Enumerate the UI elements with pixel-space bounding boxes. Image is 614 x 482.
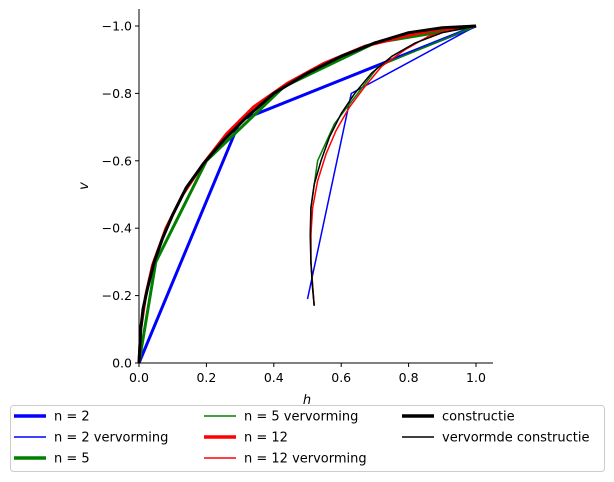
- y-tick-label: −0.2: [102, 288, 132, 303]
- x-tick-label: 0.8: [399, 370, 419, 385]
- legend-item-constructie: constructie: [402, 410, 515, 425]
- legend-label: n = 5 vervorming: [244, 410, 358, 425]
- legend-label: constructie: [442, 410, 515, 425]
- legend-item-n-2-vervorming: n = 2 vervorming: [14, 431, 168, 446]
- axes: 0.0 0.2 0.4 0.6 0.8 1.0 0.0 −0.2 −0.4 −0.6 −0.8 −1.…: [77, 9, 493, 408]
- legend-item-n-5-vervorming: n = 5 vervorming: [204, 410, 358, 425]
- legend-item-vervormde-constructie: vervormde constructie: [402, 431, 590, 446]
- y-tick-label: −0.8: [102, 86, 132, 101]
- legend-box: [10, 405, 605, 472]
- legend-item-n-5: n = 5: [14, 452, 90, 467]
- series-line-n-5: [137, 24, 477, 364]
- y-tick-label: −0.4: [102, 221, 132, 236]
- legend-label: n = 12: [244, 431, 288, 446]
- legend-item-n-12: n = 12: [204, 431, 288, 446]
- legend: n = 2 n = 2 vervorming n = 5 n = 5 vervormi…: [10, 405, 605, 472]
- y-tick-label: −1.0: [102, 19, 132, 34]
- legend-label: n = 5: [54, 452, 90, 467]
- x-axis-label: h: [303, 393, 311, 408]
- legend-label: n = 2 vervorming: [54, 431, 168, 446]
- legend-label: n = 2: [54, 410, 90, 425]
- x-tick-label: 1.0: [466, 370, 486, 385]
- series-line-vervormde-constructie: [309, 25, 477, 306]
- series-line-constructie: [137, 24, 477, 364]
- y-axis-label: v: [77, 182, 92, 190]
- series-line-n-2-vervorming: [306, 25, 477, 300]
- x-tick-label: 0.2: [196, 370, 216, 385]
- x-tick-label: 0.6: [331, 370, 351, 385]
- legend-label: n = 12 vervorming: [244, 452, 367, 467]
- y-tick-label: −0.6: [102, 153, 132, 168]
- legend-item-n-12-vervorming: n = 12 vervorming: [204, 452, 367, 467]
- x-tick-label: 0.0: [129, 370, 149, 385]
- y-tick-label: 0.0: [112, 356, 132, 371]
- plot-lines: [137, 24, 477, 364]
- x-tick-label: 0.4: [264, 370, 284, 385]
- legend-label: vervormde constructie: [442, 431, 590, 446]
- legend-item-n-2: n = 2: [14, 410, 90, 425]
